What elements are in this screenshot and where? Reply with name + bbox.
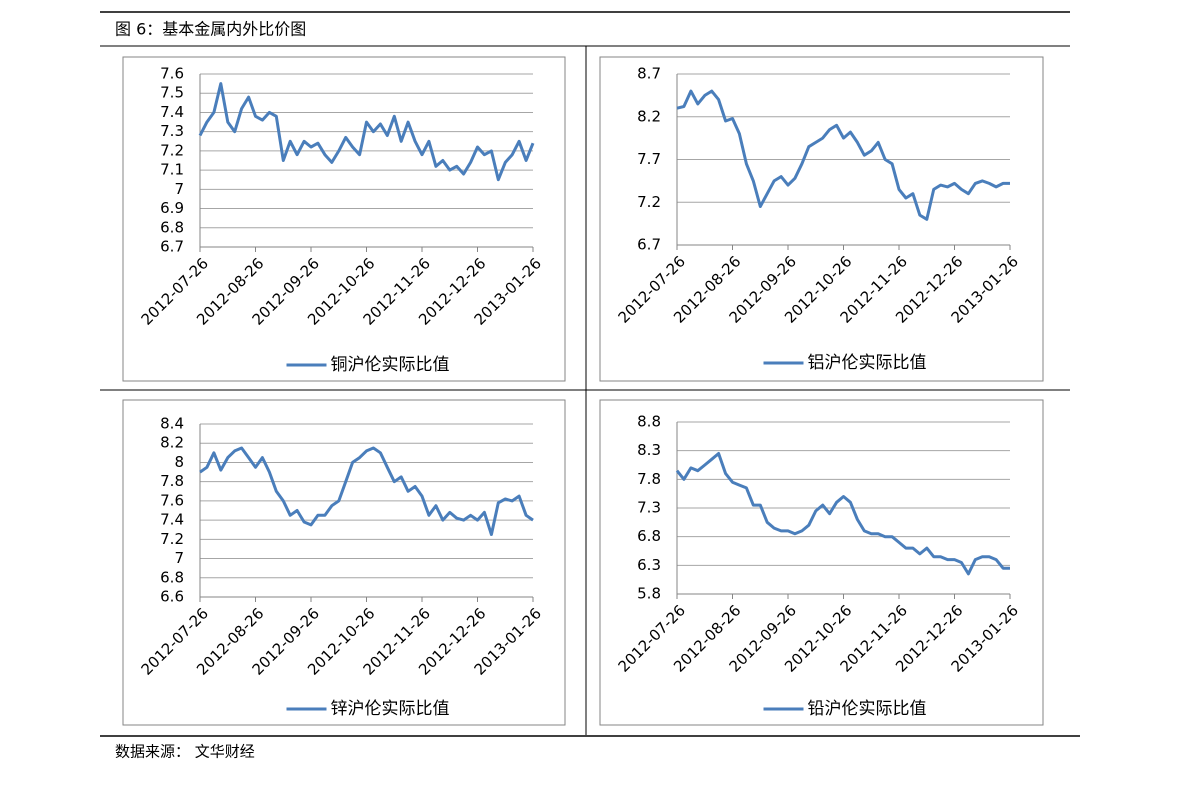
- y-tick-label: 7.2: [160, 141, 184, 159]
- y-tick-label: 8.4: [160, 415, 184, 433]
- y-tick-label: 7.6: [160, 65, 184, 83]
- chart-panel: 5.86.36.87.37.88.38.82012-07-262012-08-2…: [599, 399, 1044, 726]
- y-tick-label: 7.2: [160, 530, 184, 548]
- y-tick-label: 6.3: [637, 556, 661, 574]
- series-line: [676, 89, 1010, 221]
- y-tick-label: 7.4: [160, 511, 184, 529]
- y-tick-label: 7.6: [160, 491, 184, 509]
- legend-label: 锌沪伦实际比值: [331, 699, 450, 719]
- y-tick-label: 8.8: [637, 413, 661, 431]
- y-tick-label: 8: [174, 453, 184, 471]
- y-tick-label: 6.7: [637, 236, 661, 254]
- y-tick-label: 8.2: [637, 107, 661, 125]
- figure-title: 图 6：基本金属内外比价图: [115, 20, 306, 39]
- y-tick-label: 7.2: [637, 193, 661, 211]
- series-line: [675, 452, 1010, 576]
- panel-border: [122, 399, 566, 726]
- series-line: [198, 82, 535, 182]
- panel-border: [122, 56, 566, 382]
- y-tick-label: 8.3: [637, 441, 661, 459]
- legend-label: 铜沪伦实际比值: [331, 355, 450, 375]
- y-tick-label: 7: [174, 549, 184, 567]
- panel-border: [599, 399, 1044, 726]
- y-tick-label: 7: [174, 180, 184, 198]
- y-tick-label: 6.8: [160, 218, 184, 236]
- y-tick-label: 8.7: [637, 65, 661, 83]
- y-tick-label: 6.9: [160, 199, 184, 217]
- source-note: 数据来源： 文华财经: [115, 743, 255, 761]
- series-line: [199, 446, 534, 536]
- legend-label: 铅沪伦实际比值: [808, 699, 927, 719]
- chart-panel: 6.77.27.78.28.72012-07-262012-08-262012-…: [599, 56, 1044, 382]
- y-tick-label: 7.4: [160, 103, 184, 121]
- panel-border: [599, 56, 1044, 382]
- y-tick-label: 7.8: [160, 472, 184, 490]
- y-tick-label: 7.7: [637, 150, 661, 168]
- y-tick-label: 7.1: [160, 161, 184, 179]
- y-tick-label: 6.8: [637, 527, 661, 545]
- chart-panel: 6.76.86.977.17.27.37.47.57.62012-07-2620…: [122, 56, 566, 382]
- y-tick-label: 7.8: [637, 470, 661, 488]
- y-tick-label: 7.3: [637, 499, 661, 517]
- legend-label: 铝沪伦实际比值: [808, 353, 927, 373]
- y-tick-label: 7.5: [160, 84, 184, 102]
- y-tick-label: 6.7: [160, 238, 184, 256]
- y-tick-label: 6.8: [160, 568, 184, 586]
- y-tick-label: 5.8: [637, 585, 661, 603]
- y-tick-label: 7.3: [160, 122, 184, 140]
- chart-panel: 6.66.877.27.47.67.888.28.42012-07-262012…: [122, 399, 566, 726]
- charts: 6.76.86.977.17.27.37.47.57.62012-07-2620…: [122, 56, 1044, 726]
- y-tick-label: 6.6: [160, 588, 184, 606]
- y-tick-label: 8.2: [160, 434, 184, 452]
